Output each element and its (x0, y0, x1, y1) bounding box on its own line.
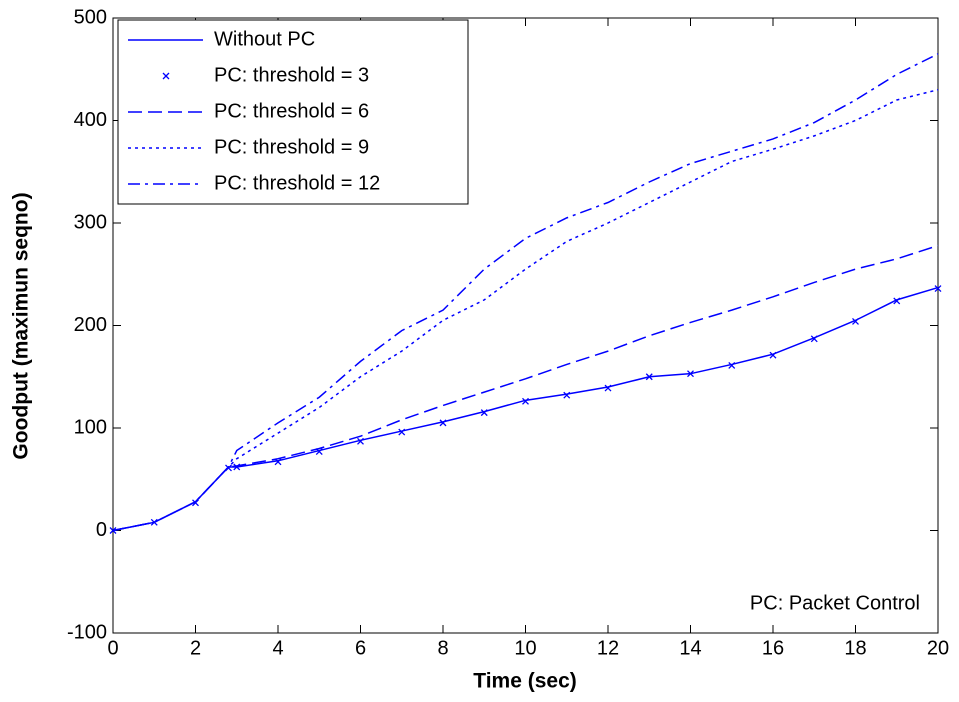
y-tick-label: -100 (67, 621, 107, 643)
series-marker (728, 362, 736, 369)
series-marker (852, 317, 859, 325)
series-marker (357, 437, 364, 445)
series-marker (398, 428, 406, 436)
legend-label: PC: threshold = 12 (214, 172, 380, 194)
series-marker (604, 384, 612, 392)
y-tick-label: 400 (74, 109, 107, 131)
x-tick-label: 10 (514, 637, 536, 659)
y-tick-label: 100 (74, 416, 107, 438)
x-axis-label: Time (sec) (473, 670, 577, 693)
y-tick-label: 500 (74, 6, 107, 28)
series-marker (687, 370, 694, 378)
series-marker (439, 419, 447, 427)
annotation: PC: Packet Control (750, 592, 920, 614)
x-tick-label: 20 (927, 637, 949, 659)
series-marker (563, 391, 571, 399)
series-marker (934, 285, 942, 293)
series-marker (192, 499, 199, 507)
series-marker (769, 351, 777, 359)
y-tick-label: 0 (96, 519, 107, 541)
y-tick-label: 300 (74, 211, 107, 233)
series-marker (645, 373, 653, 381)
x-tick-label: 18 (844, 637, 866, 659)
legend-label: Without PC (214, 28, 315, 50)
x-tick-label: 6 (355, 637, 366, 659)
series-line (112, 244, 939, 532)
x-tick-label: 12 (597, 637, 619, 659)
y-axis-label: Goodput (maximun seqno) (10, 192, 33, 459)
series-marker (893, 297, 901, 305)
series-line (112, 53, 939, 532)
x-tick-label: 2 (190, 637, 201, 659)
series-marker (810, 335, 818, 343)
x-tick-label: 4 (272, 637, 283, 659)
legend-label: PC: threshold = 3 (214, 64, 369, 86)
x-tick-label: 8 (437, 637, 448, 659)
legend-label: PC: threshold = 6 (214, 100, 369, 122)
legend-label: PC: threshold = 9 (214, 136, 369, 158)
x-tick-label: 0 (107, 637, 118, 659)
y-tick-label: 200 (74, 314, 107, 336)
series-marker (480, 409, 488, 417)
series-line (112, 286, 939, 532)
x-tick-label: 14 (679, 637, 701, 659)
x-tick-label: 16 (762, 637, 784, 659)
legend-swatch (162, 72, 170, 80)
series-line (112, 89, 939, 532)
series-marker (522, 397, 529, 405)
